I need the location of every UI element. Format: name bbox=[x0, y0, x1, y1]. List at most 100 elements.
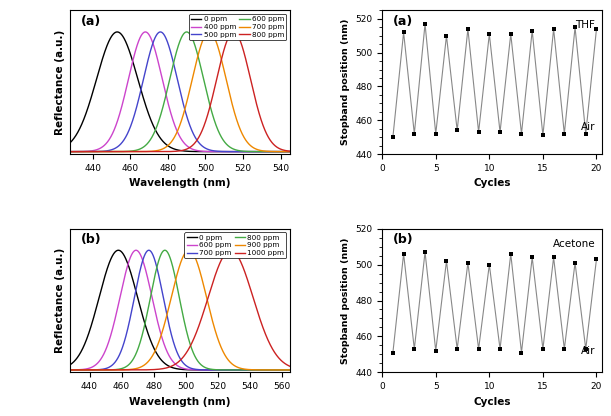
900 ppm bbox=[280, 367, 287, 372]
800 ppm bbox=[280, 367, 287, 372]
Line: 500 ppm: 500 ppm bbox=[70, 32, 290, 151]
600 ppm bbox=[174, 47, 181, 52]
Line: 0 ppm: 0 ppm bbox=[70, 250, 290, 370]
Line: 600 ppm: 600 ppm bbox=[70, 32, 290, 151]
900 ppm bbox=[287, 367, 294, 372]
Line: 900 ppm: 900 ppm bbox=[70, 250, 290, 370]
Text: THF: THF bbox=[576, 20, 595, 30]
700 ppm bbox=[287, 367, 294, 372]
500 ppm bbox=[156, 30, 164, 35]
Line: 700 ppm: 700 ppm bbox=[70, 250, 290, 370]
600 ppm bbox=[174, 363, 181, 368]
0 ppm bbox=[280, 367, 287, 372]
1000 ppm bbox=[78, 367, 85, 372]
600 ppm bbox=[287, 149, 294, 154]
700 ppm bbox=[280, 149, 287, 154]
500 ppm bbox=[240, 149, 247, 154]
Text: (b): (b) bbox=[393, 233, 414, 246]
400 ppm bbox=[142, 30, 149, 35]
800 ppm bbox=[67, 367, 74, 372]
X-axis label: Cycles: Cycles bbox=[474, 396, 511, 406]
Line: 400 ppm: 400 ppm bbox=[70, 32, 290, 151]
400 ppm bbox=[174, 129, 181, 134]
Text: (b): (b) bbox=[81, 233, 102, 246]
500 ppm bbox=[167, 52, 175, 57]
500 ppm bbox=[280, 149, 287, 154]
Y-axis label: Reflectance (a.u.): Reflectance (a.u.) bbox=[55, 248, 65, 353]
600 ppm bbox=[167, 357, 175, 362]
0 ppm bbox=[167, 365, 175, 370]
700 ppm bbox=[145, 248, 153, 253]
900 ppm bbox=[185, 248, 192, 253]
Line: 800 ppm: 800 ppm bbox=[70, 32, 290, 151]
0 ppm bbox=[67, 362, 74, 367]
Line: 700 ppm: 700 ppm bbox=[70, 32, 290, 151]
0 ppm bbox=[240, 149, 247, 154]
800 ppm bbox=[240, 48, 247, 53]
700 ppm bbox=[167, 139, 175, 144]
800 ppm bbox=[240, 367, 247, 372]
700 ppm bbox=[174, 350, 181, 355]
X-axis label: Cycles: Cycles bbox=[474, 178, 511, 188]
900 ppm bbox=[174, 272, 181, 277]
Text: Air: Air bbox=[580, 347, 595, 357]
800 ppm bbox=[161, 248, 169, 253]
500 ppm bbox=[67, 149, 74, 154]
400 ppm bbox=[167, 112, 175, 117]
0 ppm bbox=[114, 30, 121, 35]
800 ppm bbox=[67, 149, 74, 154]
Y-axis label: Reflectance (a.u.): Reflectance (a.u.) bbox=[55, 30, 65, 135]
Line: 600 ppm: 600 ppm bbox=[70, 250, 290, 370]
700 ppm bbox=[167, 332, 175, 337]
800 ppm bbox=[167, 259, 175, 264]
0 ppm bbox=[78, 122, 85, 127]
0 ppm bbox=[174, 147, 181, 152]
Text: (a): (a) bbox=[81, 15, 101, 28]
400 ppm bbox=[280, 149, 287, 154]
700 ppm bbox=[280, 367, 287, 372]
0 ppm bbox=[280, 149, 287, 154]
400 ppm bbox=[287, 149, 294, 154]
500 ppm bbox=[280, 149, 287, 154]
500 ppm bbox=[78, 149, 85, 154]
0 ppm bbox=[287, 367, 294, 372]
X-axis label: Wavelength (nm): Wavelength (nm) bbox=[130, 178, 231, 188]
0 ppm bbox=[240, 367, 247, 372]
Y-axis label: Stopband position (nm): Stopband position (nm) bbox=[341, 237, 349, 364]
800 ppm bbox=[174, 149, 181, 154]
Line: 800 ppm: 800 ppm bbox=[70, 250, 290, 370]
700 ppm bbox=[240, 134, 247, 139]
0 ppm bbox=[174, 366, 181, 371]
600 ppm bbox=[240, 149, 247, 154]
Line: 1000 ppm: 1000 ppm bbox=[70, 250, 290, 370]
600 ppm bbox=[67, 149, 74, 154]
1000 ppm bbox=[280, 360, 287, 365]
1000 ppm bbox=[227, 248, 234, 253]
Line: 0 ppm: 0 ppm bbox=[70, 32, 290, 151]
800 ppm bbox=[280, 148, 287, 153]
900 ppm bbox=[280, 367, 287, 372]
0 ppm bbox=[280, 367, 287, 372]
600 ppm bbox=[183, 30, 190, 35]
600 ppm bbox=[78, 367, 85, 372]
700 ppm bbox=[78, 367, 85, 372]
800 ppm bbox=[167, 149, 175, 154]
600 ppm bbox=[78, 149, 85, 154]
0 ppm bbox=[280, 149, 287, 154]
400 ppm bbox=[78, 149, 85, 154]
0 ppm bbox=[167, 145, 175, 150]
600 ppm bbox=[280, 149, 287, 154]
700 ppm bbox=[78, 149, 85, 154]
800 ppm bbox=[230, 30, 237, 35]
Legend: 0 ppm, 400 ppm, 500 ppm, 600 ppm, 700 ppm, 800 ppm: 0 ppm, 400 ppm, 500 ppm, 600 ppm, 700 pp… bbox=[189, 14, 287, 40]
700 ppm bbox=[174, 129, 181, 134]
700 ppm bbox=[287, 149, 294, 154]
600 ppm bbox=[133, 248, 140, 253]
600 ppm bbox=[67, 367, 74, 372]
600 ppm bbox=[240, 367, 247, 372]
800 ppm bbox=[280, 148, 287, 153]
700 ppm bbox=[280, 367, 287, 372]
0 ppm bbox=[287, 149, 294, 154]
700 ppm bbox=[205, 30, 213, 35]
1000 ppm bbox=[280, 360, 287, 365]
